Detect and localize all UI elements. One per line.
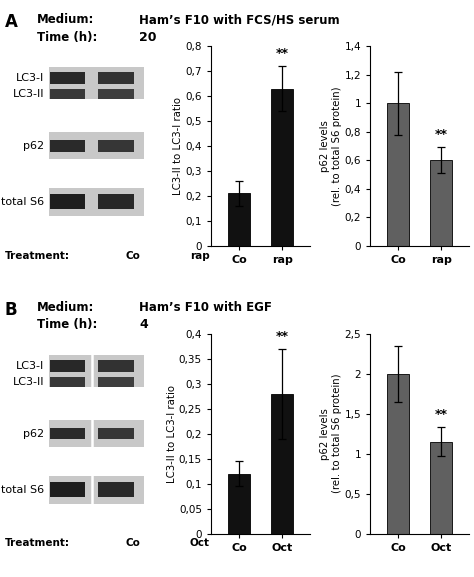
Text: **: ** <box>276 330 289 343</box>
Text: Treatment:: Treatment: <box>5 538 70 548</box>
Bar <box>50 428 85 440</box>
Text: total S6: total S6 <box>1 485 44 494</box>
Y-axis label: p62 levels
(rel. to total S6 protein): p62 levels (rel. to total S6 protein) <box>320 86 342 206</box>
Bar <box>50 140 85 152</box>
Text: **: ** <box>435 129 448 141</box>
Text: Oct: Oct <box>190 538 210 548</box>
Text: LC3-II: LC3-II <box>13 377 44 387</box>
Text: p62: p62 <box>23 429 44 439</box>
Bar <box>99 377 134 387</box>
Text: **: ** <box>435 409 448 421</box>
Bar <box>50 72 85 84</box>
Text: Ham’s F10 with FCS/HS serum: Ham’s F10 with FCS/HS serum <box>139 13 340 27</box>
Text: Treatment:: Treatment: <box>5 250 70 261</box>
Bar <box>49 188 144 216</box>
Text: rap: rap <box>190 250 210 261</box>
Text: Co: Co <box>125 538 140 548</box>
Bar <box>99 72 134 84</box>
Text: Time (h):: Time (h): <box>37 31 98 44</box>
Text: Time (h):: Time (h): <box>37 318 98 331</box>
Bar <box>430 160 453 246</box>
Text: 4: 4 <box>139 318 148 331</box>
Bar <box>430 441 453 534</box>
Bar <box>99 194 134 209</box>
Bar <box>49 355 144 387</box>
Bar <box>50 359 85 372</box>
Bar <box>49 132 144 159</box>
Bar <box>49 419 144 447</box>
Text: 20: 20 <box>139 31 157 44</box>
Bar <box>228 474 250 534</box>
Text: LC3-I: LC3-I <box>16 361 44 371</box>
Bar <box>49 67 144 99</box>
Y-axis label: LC3-II to LC3-I ratio: LC3-II to LC3-I ratio <box>167 385 177 482</box>
Bar <box>99 359 134 372</box>
Bar <box>99 89 134 99</box>
Bar <box>50 482 85 497</box>
Bar <box>50 89 85 99</box>
Bar <box>49 475 144 504</box>
Bar <box>99 482 134 497</box>
Text: B: B <box>5 301 18 319</box>
Bar <box>50 377 85 387</box>
Bar <box>50 194 85 209</box>
Bar <box>271 89 293 246</box>
Text: Medium:: Medium: <box>37 13 95 27</box>
Bar <box>387 103 409 246</box>
Bar <box>228 193 250 246</box>
Text: LC3-I: LC3-I <box>16 73 44 83</box>
Text: total S6: total S6 <box>1 197 44 207</box>
Bar <box>99 140 134 152</box>
Text: Co: Co <box>125 250 140 261</box>
Text: A: A <box>5 13 18 31</box>
Text: Ham’s F10 with EGF: Ham’s F10 with EGF <box>139 301 273 314</box>
Bar <box>387 374 409 534</box>
Bar <box>99 428 134 440</box>
Y-axis label: LC3-II to LC3-I ratio: LC3-II to LC3-I ratio <box>173 97 183 195</box>
Y-axis label: p62 levels
(rel. to total S6 protein): p62 levels (rel. to total S6 protein) <box>320 374 342 493</box>
Text: Medium:: Medium: <box>37 301 95 314</box>
Text: **: ** <box>276 47 289 60</box>
Text: LC3-II: LC3-II <box>13 89 44 99</box>
Text: p62: p62 <box>23 141 44 151</box>
Bar <box>271 394 293 534</box>
